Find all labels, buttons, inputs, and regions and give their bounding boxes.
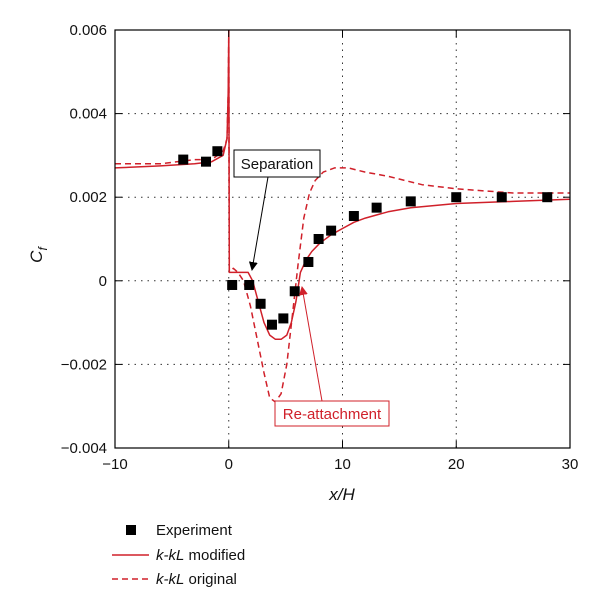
experiment-markers xyxy=(178,146,553,330)
separation-label: Separation xyxy=(241,156,314,173)
reattachment-box xyxy=(274,400,390,427)
y-axis-title-main: Cf xyxy=(27,246,50,263)
experiment-point-5 xyxy=(255,298,266,309)
y-tick-label-2: 0 xyxy=(99,273,107,290)
experiment-point-0 xyxy=(178,154,189,165)
x-tick-label-4: 30 xyxy=(562,456,579,473)
tick-labels: −10 0 10 20 30 −0.004 −0.002 0 0.002 0.004 0.006 xyxy=(61,22,579,473)
y-tick-label-4: 0.004 xyxy=(69,106,107,123)
experiment-point-17 xyxy=(542,192,553,203)
experiment-point-3 xyxy=(227,279,238,290)
x-tick-label-2: 10 xyxy=(334,456,351,473)
reattachment-label: Re-attachment xyxy=(283,406,382,423)
reattachment-annotation: Re-attachment xyxy=(274,286,390,427)
separation-annotation: Separation xyxy=(233,149,321,271)
legend-label-original: k-kL original xyxy=(156,571,237,588)
experiment-point-8 xyxy=(289,286,300,297)
axis-ticks xyxy=(114,29,571,449)
y-tick-label-0: −0.004 xyxy=(61,440,107,457)
x-axis-title: x/H xyxy=(328,485,355,504)
legend-label-experiment: Experiment xyxy=(156,522,233,539)
x-tick-label-1: 0 xyxy=(225,456,233,473)
experiment-point-1 xyxy=(201,156,211,167)
y-tick-label-3: 0.002 xyxy=(69,189,107,206)
experiment-point-2 xyxy=(212,146,223,157)
experiment-point-9 xyxy=(303,256,314,267)
experiment-point-11 xyxy=(326,225,337,236)
x-tick-label-3: 20 xyxy=(448,456,465,473)
legend-marker-experiment xyxy=(126,525,136,535)
series-kkl-original-line xyxy=(115,30,570,403)
separation-box xyxy=(233,149,321,178)
separation-arrow xyxy=(248,176,269,271)
experiment-point-4 xyxy=(244,279,255,290)
experiment-point-13 xyxy=(371,202,382,213)
experiment-point-10 xyxy=(313,234,324,244)
experiment-point-15 xyxy=(451,192,462,203)
x-tick-label-0: −10 xyxy=(102,456,127,473)
series-lines xyxy=(115,30,570,403)
grid-lines xyxy=(115,30,570,448)
reattachment-arrow xyxy=(298,286,323,402)
experiment-point-16 xyxy=(496,192,507,203)
y-tick-label-1: −0.002 xyxy=(61,356,107,373)
experiment-point-6 xyxy=(266,319,277,330)
y-axis-title: Cf xyxy=(27,246,50,263)
experiment-point-7 xyxy=(278,313,289,324)
legend: Experiment k-kL modified k-kL original xyxy=(112,522,245,588)
y-tick-label-5: 0.006 xyxy=(69,22,107,39)
legend-label-modified: k-kL modified xyxy=(156,547,245,564)
experiment-point-12 xyxy=(348,211,359,222)
experiment-point-14 xyxy=(405,196,416,207)
